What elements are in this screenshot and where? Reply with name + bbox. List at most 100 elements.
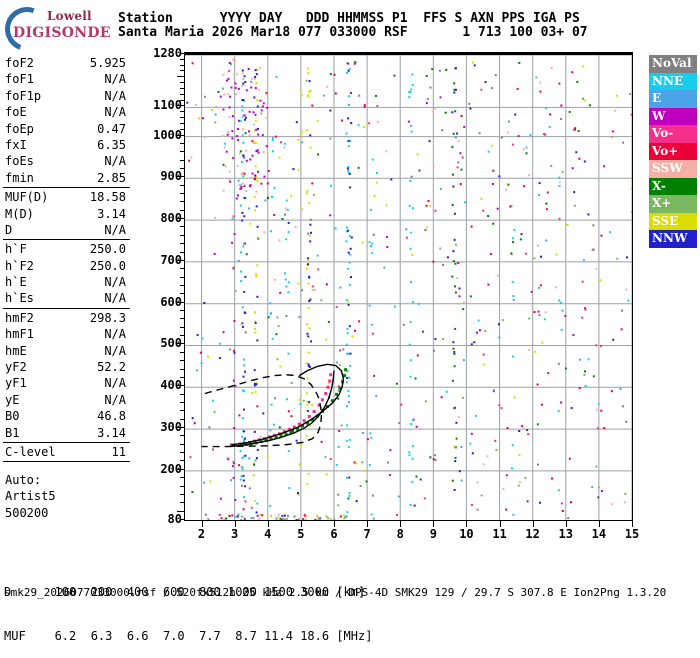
param-group-divider xyxy=(3,239,130,240)
legend-item-noval[interactable]: NoVal xyxy=(649,55,697,73)
param-key: yF2 xyxy=(2,359,27,375)
param-value: 18.58 xyxy=(90,189,132,205)
ionogram-traces xyxy=(185,55,632,520)
x-tick-label: 9 xyxy=(430,527,437,541)
param-row: foF1 N/A xyxy=(2,71,132,87)
param-value: 5.925 xyxy=(90,55,132,71)
legend-item-x[interactable]: X+ xyxy=(649,195,697,213)
station-header-line1: Station YYYY DAY DDD HHMMSS P1 FFS S AXN… xyxy=(118,11,580,26)
x-tick-label: 12 xyxy=(525,527,539,541)
param-group-divider xyxy=(3,308,130,309)
param-value: N/A xyxy=(104,71,132,87)
param-row: foF1p N/A xyxy=(2,88,132,104)
ionogram-plot xyxy=(184,52,633,521)
param-key: MUF(D) xyxy=(2,189,48,205)
param-row: foEp 0.47 xyxy=(2,121,132,137)
param-key: D xyxy=(2,222,12,238)
footer-file-info: smk29_2026077033000.rsf / 520fx512h 25 k… xyxy=(4,586,666,599)
x-tick-label: 14 xyxy=(592,527,606,541)
param-key: foE xyxy=(2,104,27,120)
param-value: N/A xyxy=(104,392,132,408)
autoscale-line: Auto: xyxy=(5,472,56,488)
legend-item-vo[interactable]: Vo+ xyxy=(649,143,697,161)
legend-item-e[interactable]: E xyxy=(649,90,697,108)
param-key: foEp xyxy=(2,121,34,137)
param-value: 2.85 xyxy=(97,170,132,186)
param-value: 3.14 xyxy=(97,425,132,441)
param-value: 298.3 xyxy=(90,310,132,326)
x-tick-label: 7 xyxy=(363,527,370,541)
param-key: h`F2 xyxy=(2,258,34,274)
legend-item-ssw[interactable]: SSW xyxy=(649,160,697,178)
param-value: 11 xyxy=(112,444,132,460)
param-row: h`F 250.0 xyxy=(2,241,132,257)
x-tick-label: 11 xyxy=(492,527,506,541)
x-tick-label: 5 xyxy=(297,527,304,541)
x-tick-label: 8 xyxy=(397,527,404,541)
station-header: Station YYYY DAY DDD HHMMSS P1 FFS S AXN… xyxy=(118,12,588,40)
param-key: foF1p xyxy=(2,88,41,104)
x-tick-label: 10 xyxy=(459,527,473,541)
legend-item-vo[interactable]: Vo- xyxy=(649,125,697,143)
x-tick-label: 15 xyxy=(625,527,639,541)
param-group-divider xyxy=(3,461,130,462)
param-value: 0.47 xyxy=(97,121,132,137)
param-row: hmF2 298.3 xyxy=(2,310,132,326)
param-row: yE N/A xyxy=(2,392,132,408)
param-key: yF1 xyxy=(2,375,27,391)
param-key: B0 xyxy=(2,408,19,424)
x-tick-label: 3 xyxy=(231,527,238,541)
param-key: hmE xyxy=(2,343,27,359)
param-row: hmE N/A xyxy=(2,343,132,359)
x-tick-label: 2 xyxy=(198,527,205,541)
param-row: M(D) 3.14 xyxy=(2,206,132,222)
legend-item-sse[interactable]: SSE xyxy=(649,213,697,231)
muf-distance-table: D 100 200 400 600 800 1000 1500 3000 [km… xyxy=(4,556,372,658)
param-value: N/A xyxy=(104,290,132,306)
legend-item-nne[interactable]: NNE xyxy=(649,73,697,91)
legend-item-nnw[interactable]: NNW xyxy=(649,230,697,248)
param-group-divider xyxy=(3,442,130,443)
param-key: yE xyxy=(2,392,19,408)
param-value: 6.35 xyxy=(97,137,132,153)
y-axis-ticks xyxy=(176,52,184,521)
legend-item-w[interactable]: W xyxy=(649,108,697,126)
param-key: M(D) xyxy=(2,206,34,222)
logo-digisonde-text: DIGISONDE xyxy=(13,25,111,41)
param-value: N/A xyxy=(104,153,132,169)
x-tick-label: 6 xyxy=(330,527,337,541)
param-key: fxI xyxy=(2,137,27,153)
param-key: foF1 xyxy=(2,71,34,87)
param-key: hmF2 xyxy=(2,310,34,326)
param-row: B1 3.14 xyxy=(2,425,132,441)
param-key: foF2 xyxy=(2,55,34,71)
legend-item-x[interactable]: X- xyxy=(649,178,697,196)
param-row: D N/A xyxy=(2,222,132,238)
param-row: foF2 5.925 xyxy=(2,55,132,71)
param-value: 3.14 xyxy=(97,206,132,222)
param-key: B1 xyxy=(2,425,19,441)
param-value: 250.0 xyxy=(90,241,132,257)
param-value: N/A xyxy=(104,222,132,238)
param-row: MUF(D) 18.58 xyxy=(2,189,132,205)
lowell-digisonde-logo: Lowell DIGISONDE xyxy=(3,3,115,47)
logo-lowell-text: Lowell xyxy=(47,9,92,23)
param-group-divider xyxy=(3,187,130,188)
autoscale-line: 500200 xyxy=(5,505,56,521)
param-key: foEs xyxy=(2,153,34,169)
param-key: h`F xyxy=(2,241,27,257)
param-value: N/A xyxy=(104,343,132,359)
param-value: N/A xyxy=(104,88,132,104)
param-value: 52.2 xyxy=(97,359,132,375)
param-key: hmF1 xyxy=(2,326,34,342)
